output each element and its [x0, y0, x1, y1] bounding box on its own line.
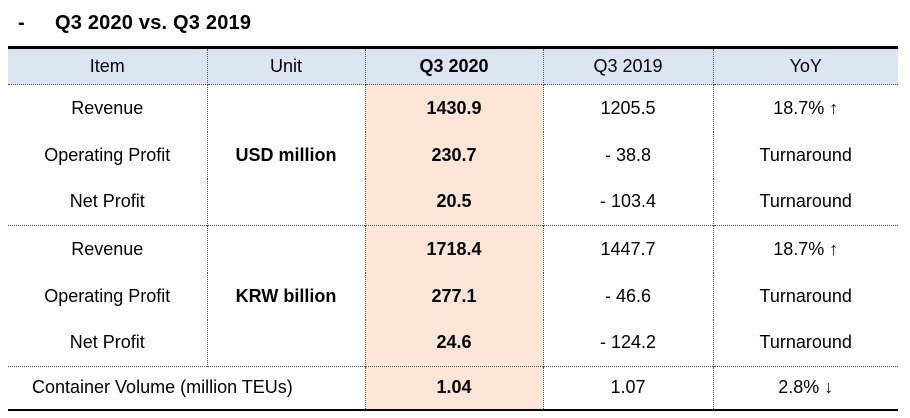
- cell-q3-2019: 1.07: [542, 366, 714, 410]
- container-volume-row: Container Volume (million TEUs) 1.04 1.0…: [8, 366, 898, 410]
- cell-yoy: Turnaround: [712, 319, 898, 367]
- cell-item: Revenue: [8, 225, 208, 273]
- cell-item: Operating Profit: [8, 131, 208, 179]
- cell-yoy: Turnaround: [712, 178, 898, 226]
- cell-q3-2019: - 46.6: [542, 272, 714, 320]
- table-row: Operating Profit 277.1 - 46.6 Turnaround: [8, 272, 898, 320]
- table-header-row: Item Unit Q3 2020 Q3 2019 YoY: [8, 47, 898, 85]
- table-row: Net Profit 20.5 - 103.4 Turnaround: [8, 178, 898, 226]
- cell-q3-2020: 1718.4: [364, 225, 544, 273]
- title-bullet-dash: -: [18, 12, 25, 34]
- cell-item: Net Profit: [8, 319, 208, 367]
- section-title-block: - Q3 2020 vs. Q3 2019: [0, 0, 910, 46]
- cell-q3-2019: 1447.7: [542, 225, 714, 273]
- cell-item: Operating Profit: [8, 272, 208, 320]
- col-header-q3-2020: Q3 2020: [364, 47, 544, 85]
- table-row: Net Profit 24.6 - 124.2 Turnaround: [8, 319, 898, 367]
- cell-q3-2020: 230.7: [364, 131, 544, 179]
- cell-container-volume-label: Container Volume (million TEUs): [8, 366, 366, 410]
- cell-unit-usd: USD million: [206, 84, 366, 226]
- table-row: Operating Profit 230.7 - 38.8 Turnaround: [8, 131, 898, 179]
- page-title: Q3 2020 vs. Q3 2019: [55, 12, 252, 34]
- cell-yoy: Turnaround: [712, 131, 898, 179]
- cell-q3-2020: 277.1: [364, 272, 544, 320]
- cell-q3-2019: 1205.5: [542, 84, 714, 132]
- cell-item: Revenue: [8, 84, 208, 132]
- cell-yoy: 18.7% ↑: [712, 84, 898, 132]
- cell-unit-krw: KRW billion: [206, 225, 366, 367]
- cell-q3-2019: - 103.4: [542, 178, 714, 226]
- cell-yoy: Turnaround: [712, 272, 898, 320]
- cell-yoy: 2.8% ↓: [712, 366, 898, 410]
- cell-item: Net Profit: [8, 178, 208, 226]
- cell-q3-2019: - 124.2: [542, 319, 714, 367]
- cell-q3-2020: 20.5: [364, 178, 544, 226]
- col-header-q3-2019: Q3 2019: [542, 47, 714, 85]
- cell-q3-2020: 1430.9: [364, 84, 544, 132]
- col-header-unit: Unit: [206, 47, 366, 85]
- cell-q3-2019: - 38.8: [542, 131, 714, 179]
- col-header-yoy: YoY: [712, 47, 898, 85]
- cell-q3-2020: 24.6: [364, 319, 544, 367]
- table-row: Revenue USD million 1430.9 1205.5 18.7% …: [8, 84, 898, 226]
- cell-q3-2020: 1.04: [364, 366, 544, 410]
- col-header-item: Item: [8, 47, 208, 85]
- financial-results-table: Item Unit Q3 2020 Q3 2019 YoY Revenue US…: [8, 46, 898, 411]
- table-row: Revenue KRW billion 1718.4 1447.7 18.7% …: [8, 225, 898, 367]
- cell-yoy: 18.7% ↑: [712, 225, 898, 273]
